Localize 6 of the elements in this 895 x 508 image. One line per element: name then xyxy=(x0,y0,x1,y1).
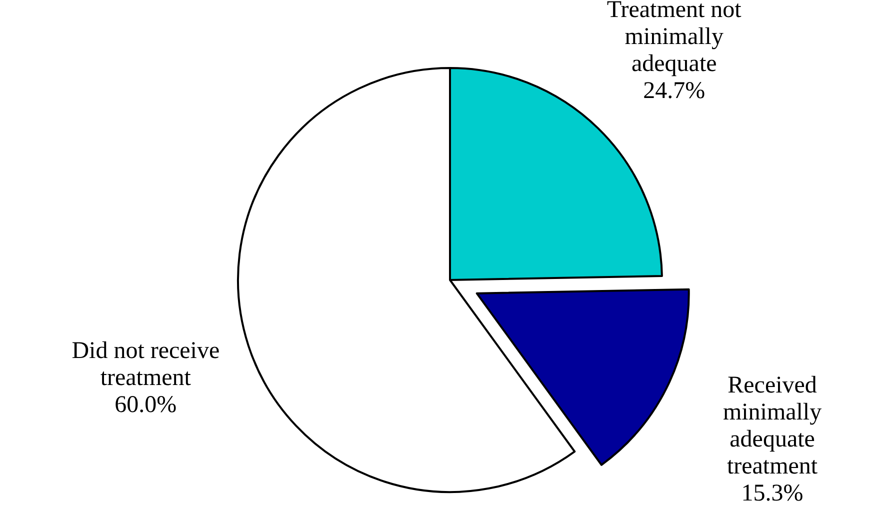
data-label: 60.0% xyxy=(114,391,177,418)
slice-label: Did not receive treatment xyxy=(72,337,220,390)
data-label: 24.7% xyxy=(643,78,706,104)
data-label: 15.3% xyxy=(741,480,804,506)
slice-label: Received minimally adequate treatment xyxy=(722,372,822,479)
slice-label: Treatment not minimally adequate xyxy=(606,0,742,77)
